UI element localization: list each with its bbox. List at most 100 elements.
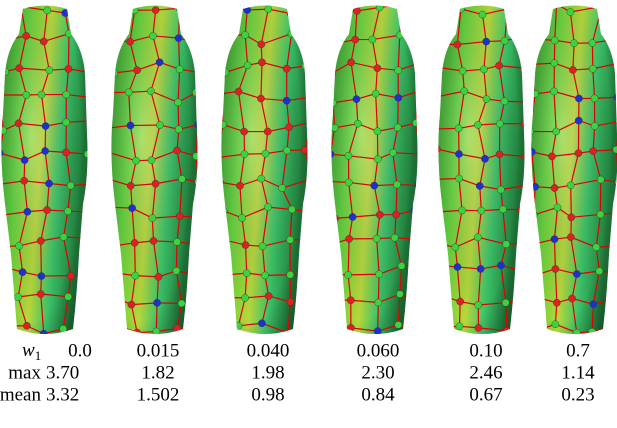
patch-node	[497, 186, 504, 193]
patch-node	[589, 65, 596, 72]
patch-node	[193, 153, 200, 160]
patch-node	[213, 234, 220, 241]
patch-node	[596, 268, 603, 275]
patch-node	[517, 206, 524, 213]
patch-node	[376, 211, 383, 218]
patch-node	[307, 330, 314, 337]
patch-node	[567, 182, 574, 189]
patch-node	[495, 62, 502, 69]
patch-node	[436, 240, 443, 247]
row-label: mean	[0, 384, 41, 405]
statue-shading	[1, 6, 87, 335]
patch-node	[531, 90, 538, 97]
patch-node	[475, 301, 482, 308]
results-table: w10.00.0150.0400.0600.100.7max3.701.821.…	[0, 340, 595, 405]
patch-node	[496, 120, 503, 127]
patch-node	[40, 38, 47, 45]
patch-node	[302, 62, 309, 69]
patch-node	[371, 182, 378, 189]
patch-node	[215, 272, 222, 279]
patch-node	[173, 267, 180, 274]
patch-node	[353, 7, 360, 14]
patch-node	[519, 268, 526, 275]
patch-node	[90, 69, 97, 76]
statue	[430, 5, 534, 336]
patch-node	[195, 214, 202, 221]
patch-node	[307, 209, 314, 216]
patch-node	[278, 184, 285, 191]
patch-node	[521, 120, 528, 127]
patch-node	[174, 99, 181, 106]
patch-node	[452, 244, 459, 251]
patch-node	[331, 124, 338, 131]
patch-node	[217, 90, 224, 97]
patch-node	[597, 176, 604, 183]
patch-node	[327, 151, 334, 158]
patch-node	[352, 36, 359, 43]
patch-node	[60, 325, 67, 332]
patch-node	[551, 59, 558, 66]
patch-node	[454, 263, 461, 270]
patch-node	[198, 69, 205, 76]
patch-node	[567, 234, 574, 241]
patch-node	[431, 176, 438, 183]
patch-node	[309, 175, 316, 182]
patch-node	[309, 296, 316, 303]
patch-node	[16, 242, 23, 249]
table-cell: 0.67	[469, 384, 502, 405]
row-label: w1	[22, 340, 41, 363]
patch-node	[220, 329, 227, 336]
patch-node	[457, 298, 464, 305]
patch-node	[283, 97, 290, 104]
table-cell: 3.32	[46, 384, 79, 405]
patch-node	[21, 156, 28, 163]
patch-node	[372, 90, 379, 97]
patch-node	[308, 273, 315, 280]
patch-node	[331, 40, 338, 47]
patch-node	[346, 235, 353, 242]
patch-node	[0, 212, 5, 219]
patch-node	[89, 272, 96, 279]
patch-node	[106, 291, 113, 298]
patch-node	[44, 7, 51, 14]
table-cell: 0.98	[251, 384, 284, 405]
patch-node	[308, 118, 315, 125]
patch-node	[156, 59, 163, 66]
patch-node	[241, 151, 248, 158]
row-label: max	[8, 362, 41, 383]
table-cell: 0.10	[469, 340, 502, 361]
patch-node	[437, 41, 444, 48]
patch-node	[308, 11, 315, 18]
patch-node	[396, 32, 403, 39]
statue	[0, 3, 98, 338]
patch-node	[87, 35, 94, 42]
patch-node	[287, 298, 294, 305]
patch-node	[374, 155, 381, 162]
patch-node	[45, 180, 52, 187]
patch-node	[418, 236, 425, 243]
patch-node	[156, 121, 163, 128]
patch-node	[411, 207, 418, 214]
patch-node	[38, 91, 45, 98]
patch-node	[134, 67, 141, 74]
patch-node	[455, 125, 462, 132]
patch-node	[262, 150, 269, 157]
patch-node	[454, 41, 461, 48]
patch-node	[497, 262, 504, 269]
patch-node	[111, 69, 118, 76]
patch-node	[458, 207, 465, 214]
patch-node	[200, 273, 207, 280]
patch-node	[257, 95, 264, 102]
patch-node	[532, 183, 539, 190]
patch-node	[412, 262, 419, 269]
page: {"table": {"rows": [ {"label": "w", "sub…	[0, 0, 617, 428]
patch-node	[591, 95, 598, 102]
patch-node	[63, 119, 70, 126]
table-cell: 0.0	[68, 340, 92, 361]
patch-node	[88, 7, 95, 14]
patch-node	[575, 117, 582, 124]
patch-node	[308, 94, 315, 101]
patch-node	[526, 32, 533, 39]
patch-node	[589, 39, 596, 46]
patch-node	[571, 40, 578, 47]
